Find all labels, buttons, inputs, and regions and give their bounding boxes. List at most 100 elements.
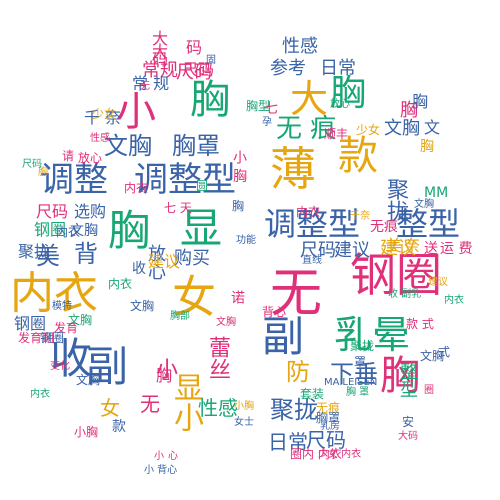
word: 大 bbox=[152, 42, 169, 61]
word: 直线 bbox=[302, 255, 322, 266]
word: 性感 bbox=[90, 133, 110, 144]
word: 放心 bbox=[78, 151, 103, 165]
word: 显 bbox=[180, 204, 223, 253]
word: 文 bbox=[424, 118, 441, 137]
word: 诺 bbox=[229, 290, 245, 304]
word: 钢圈 bbox=[34, 220, 67, 239]
word: 聚拢 bbox=[383, 178, 408, 222]
word: 聚拢 bbox=[18, 242, 51, 261]
word: 小 bbox=[154, 451, 164, 462]
word: 女 bbox=[172, 272, 216, 323]
word: 七 bbox=[264, 101, 278, 117]
word: 蕾丝 bbox=[205, 336, 230, 380]
word: 薄 bbox=[270, 142, 316, 196]
word: 建议 bbox=[334, 240, 370, 261]
word: 选购 bbox=[74, 202, 107, 221]
word: 小 bbox=[116, 89, 156, 135]
word: 文胸 bbox=[420, 349, 445, 363]
word: 发育 bbox=[54, 321, 79, 335]
word: 副 bbox=[262, 312, 305, 361]
word: 少女 bbox=[92, 107, 117, 121]
word: 尺码 bbox=[300, 240, 336, 261]
word: 背心 bbox=[262, 305, 287, 319]
word: 胸 bbox=[330, 73, 367, 114]
word: 收 副乳 bbox=[388, 289, 422, 300]
word: 调整型 bbox=[134, 160, 236, 200]
word: 建议 bbox=[148, 252, 181, 271]
word: 日常 bbox=[320, 58, 356, 79]
word: 大 bbox=[290, 77, 329, 121]
word: 尺码 bbox=[176, 62, 212, 83]
word: 顺丰 bbox=[324, 127, 349, 141]
word: 性感 bbox=[198, 396, 238, 420]
word: 内衣 bbox=[444, 295, 464, 306]
word: 整型 bbox=[397, 362, 418, 398]
word: 调整 bbox=[40, 160, 108, 200]
word: 固 bbox=[206, 55, 216, 66]
word: 文胸 bbox=[104, 132, 152, 160]
word: 胸 bbox=[190, 77, 230, 123]
word: 千奈 bbox=[350, 211, 370, 222]
word: 无痕 bbox=[316, 401, 341, 415]
word: 罩 bbox=[354, 355, 367, 369]
word: 胸 bbox=[108, 206, 151, 255]
word: 圆 bbox=[196, 179, 209, 193]
word: 放心 bbox=[145, 244, 166, 280]
word: 安 bbox=[402, 415, 415, 429]
word: 胸 bbox=[156, 366, 173, 385]
word: 无 bbox=[140, 392, 160, 416]
word: 胸罩 bbox=[172, 132, 220, 160]
word: 无 bbox=[270, 264, 323, 324]
word: 美 bbox=[36, 242, 60, 270]
word: 文胸 bbox=[384, 118, 420, 139]
word: 模特 bbox=[52, 301, 72, 312]
word: 尺码 bbox=[22, 159, 42, 170]
word: 购买 bbox=[174, 248, 210, 269]
word: 女士 bbox=[234, 417, 254, 428]
word: 发育期 bbox=[18, 331, 55, 345]
word: 七 天 bbox=[164, 201, 192, 215]
word: 文胸 bbox=[76, 373, 101, 387]
word: 少女 bbox=[356, 123, 381, 137]
word: 千 奈 bbox=[84, 108, 122, 127]
word: 尺码 bbox=[36, 202, 69, 221]
word: 钢圈 bbox=[14, 314, 47, 333]
word: 内衣 bbox=[124, 181, 149, 195]
word: 送 bbox=[424, 241, 438, 257]
word: 款 bbox=[112, 419, 126, 435]
word: 胸 bbox=[420, 139, 434, 155]
word: 奈 bbox=[404, 236, 421, 255]
word: 建议 bbox=[428, 277, 448, 288]
word: 心 bbox=[168, 451, 178, 462]
word: 内衣 bbox=[296, 205, 321, 219]
word: 请 bbox=[62, 149, 75, 163]
word: 参考 bbox=[270, 58, 306, 79]
word: 码 bbox=[186, 38, 203, 57]
word: 胸 bbox=[397, 100, 418, 118]
word: 无 痕 bbox=[276, 114, 337, 144]
word: 乳房 bbox=[320, 421, 340, 432]
word: 收 bbox=[50, 334, 93, 383]
word: 小 胸 bbox=[231, 150, 247, 183]
word: MAILEISEN bbox=[324, 377, 378, 388]
word: 胸 bbox=[380, 353, 420, 399]
word: 胸 bbox=[412, 92, 429, 111]
word: 内衣 bbox=[10, 268, 98, 319]
word: 防 bbox=[286, 358, 310, 386]
word: 圈内 内衣 bbox=[290, 447, 342, 461]
word: 变化 bbox=[50, 361, 70, 372]
word: 无 bbox=[140, 81, 150, 92]
word: 常 规 bbox=[132, 74, 170, 93]
word: 小 背心 bbox=[144, 465, 178, 476]
word: 胸部 bbox=[170, 311, 190, 322]
word: 钢圈 bbox=[40, 331, 65, 345]
word: 文胸 bbox=[414, 199, 434, 210]
word: 显小 bbox=[168, 372, 203, 432]
word: 运 费 bbox=[440, 241, 473, 257]
word: 文胸 bbox=[216, 317, 236, 328]
word: 钢圈 bbox=[350, 248, 442, 302]
word: MM bbox=[424, 185, 449, 201]
word: 内衣 bbox=[108, 277, 133, 291]
word: 内衣 bbox=[30, 389, 50, 400]
word: 少女 内衣 bbox=[318, 449, 362, 460]
